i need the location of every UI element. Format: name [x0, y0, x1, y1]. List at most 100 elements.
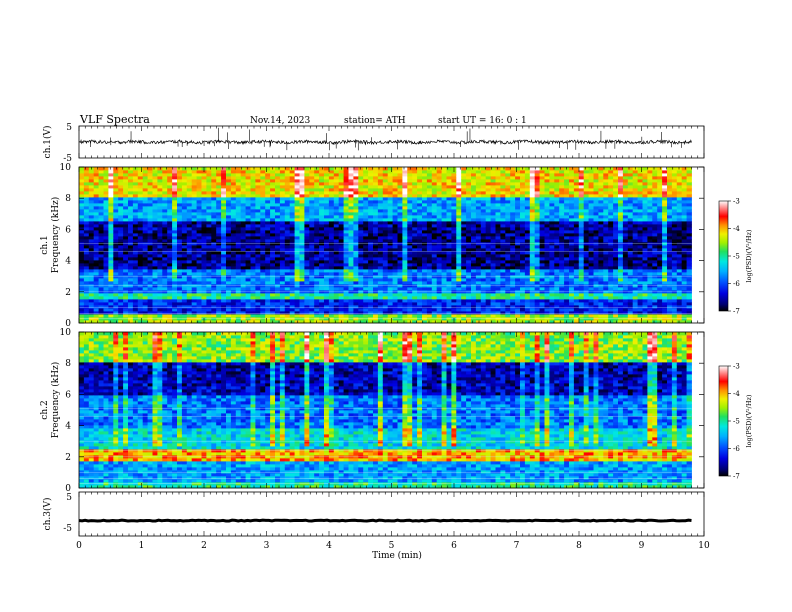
spectrogram-cell	[137, 281, 144, 285]
spectrogram-cell	[181, 209, 188, 213]
spectrogram-cell	[407, 182, 413, 186]
spectrogram-cell	[392, 206, 398, 210]
spectrogram-cell	[265, 170, 271, 174]
spectrogram-cell	[304, 212, 310, 216]
spectrogram-cell	[270, 287, 276, 291]
spectrogram-cell	[529, 236, 536, 240]
spectrogram-cell	[245, 230, 251, 234]
spectrogram-cell	[79, 320, 85, 324]
spectrogram-cell	[177, 278, 183, 282]
spectrogram-cell	[422, 254, 428, 258]
spectrogram-cell	[250, 263, 256, 267]
spectrogram-cell	[392, 245, 398, 249]
spectrogram-cell	[520, 257, 526, 261]
spectrogram-cell	[162, 194, 168, 198]
spectrogram-cell	[211, 311, 217, 315]
spectrogram-cell	[436, 308, 442, 312]
spectrogram-cell	[230, 215, 237, 219]
spectrogram-cell	[539, 257, 545, 261]
spectrogram-cell	[226, 296, 232, 300]
spectrogram-cell	[441, 266, 447, 270]
spectrogram-cell	[524, 194, 531, 198]
spectrogram-cell	[113, 314, 119, 318]
spectrogram-cell	[294, 242, 300, 246]
spectrogram-cell	[534, 263, 540, 267]
spectrogram-cell	[250, 176, 256, 180]
spectrogram-cell	[137, 188, 144, 192]
spectrogram-cell	[118, 230, 124, 234]
spectrogram-cell	[147, 203, 153, 207]
spectrogram-cell	[539, 263, 545, 267]
spectrogram-cell	[118, 248, 124, 252]
spectrogram-cell	[270, 188, 276, 192]
spectrogram-cell	[255, 179, 261, 183]
spectrogram-cell	[230, 278, 237, 282]
spectrogram-cell	[319, 233, 325, 237]
spectrogram-cell	[353, 320, 359, 324]
spectrogram-cell	[324, 251, 330, 255]
spectrogram-cell	[524, 230, 531, 234]
spectrogram-cell	[216, 188, 222, 192]
spectrogram-cell	[373, 287, 379, 291]
spectrogram-cell	[294, 209, 300, 213]
spectrogram-cell	[147, 248, 153, 252]
spectrogram-cell	[181, 314, 188, 318]
spectrogram-cell	[275, 182, 281, 186]
spectrogram-cell	[500, 215, 506, 219]
spectrogram-cell	[524, 260, 531, 264]
spectrogram-cell	[358, 251, 364, 255]
spectrogram-cell	[319, 287, 325, 291]
spectrogram-cell	[328, 170, 335, 174]
spectrogram-cell	[407, 305, 413, 309]
spectrogram-cell	[216, 203, 222, 207]
spectrogram-cell	[79, 215, 85, 219]
spectrogram-cell	[221, 173, 227, 177]
spectrogram-cell	[98, 200, 104, 204]
spectrogram-cell	[392, 203, 398, 207]
spectrogram-cell	[431, 299, 438, 303]
spectrogram-cell	[270, 266, 276, 270]
spectrogram-cell	[211, 221, 217, 225]
spectrogram-cell	[387, 266, 393, 270]
spectrogram-cell	[304, 203, 310, 207]
spectrogram-cell	[79, 173, 85, 177]
spectrogram-cell	[299, 305, 305, 309]
spectrogram-cell	[83, 203, 90, 207]
spectrogram-cell	[103, 275, 109, 279]
spectrogram-cell	[348, 200, 354, 204]
spectrogram-cell	[309, 305, 315, 309]
spectrogram-cell	[377, 209, 384, 213]
spectrogram-cell	[275, 260, 281, 264]
spectrogram-cell	[466, 239, 472, 243]
spectrogram-cell	[255, 224, 261, 228]
spectrogram-cell	[123, 215, 129, 219]
spectrogram-cell	[510, 167, 516, 171]
spectrogram-cell	[417, 209, 423, 213]
spectrogram-cell	[544, 308, 550, 312]
spectrogram-cell	[348, 296, 354, 300]
spectrogram-cell	[534, 299, 540, 303]
spectrogram-cell	[353, 170, 359, 174]
spectrogram-cell	[284, 191, 291, 195]
spectrogram-cell	[392, 281, 398, 285]
spectrogram-cell	[191, 308, 197, 312]
spectrogram-cell	[402, 170, 408, 174]
spectrogram-cell	[93, 299, 99, 303]
spectrogram-cell	[490, 239, 496, 243]
spectrogram-cell	[98, 314, 104, 318]
spectrogram-cell	[299, 191, 305, 195]
spectrogram-cell	[255, 182, 261, 186]
spectrogram-cell	[162, 275, 168, 279]
spectrogram-cell	[451, 215, 457, 219]
spectrogram-cell	[142, 233, 148, 237]
spectrogram-cell	[123, 305, 129, 309]
spectrogram-cell	[79, 239, 85, 243]
spectrogram-cell	[407, 299, 413, 303]
spectrogram-cell	[93, 254, 99, 258]
spectrogram-cell	[495, 188, 501, 192]
spectrogram-cell	[284, 296, 291, 300]
spectrogram-cell	[373, 170, 379, 174]
spectrogram-cell	[505, 272, 511, 276]
spectrogram-cell	[103, 176, 109, 180]
spectrogram-cell	[172, 314, 178, 318]
